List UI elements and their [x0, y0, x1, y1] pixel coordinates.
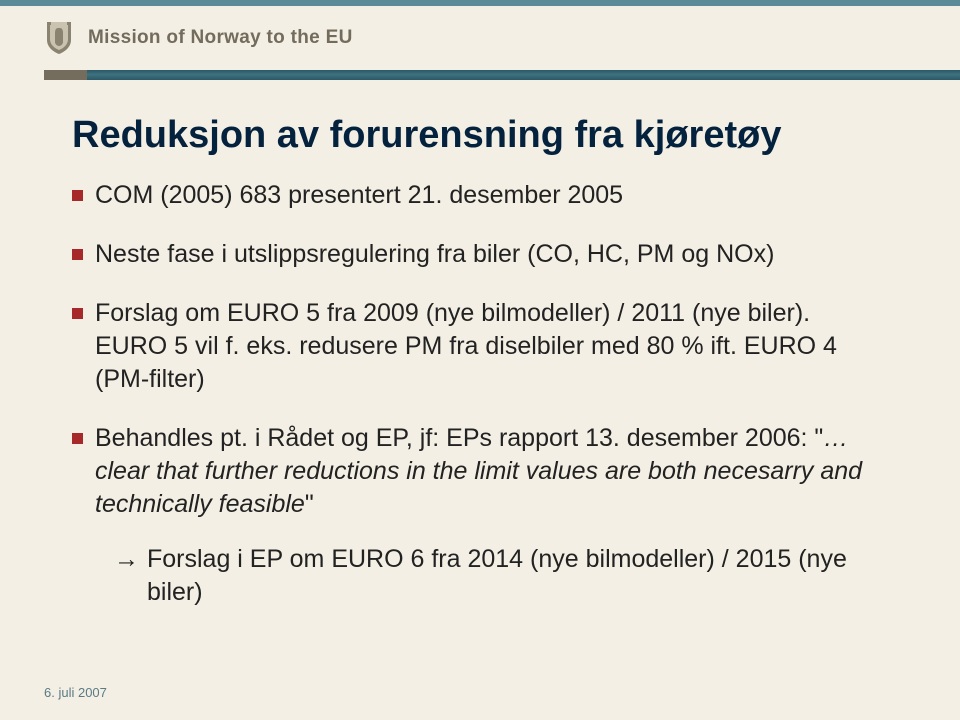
rule-right-segment	[87, 70, 960, 80]
org-name: Mission of Norway to the EU	[88, 27, 353, 49]
slide: Mission of Norway to the EU Reduksjon av…	[0, 0, 960, 720]
bullet-lead: Behandles pt. i Rådet og EP, jf: EPs rap…	[95, 424, 823, 452]
footer-date: 6. juli 2007	[44, 685, 107, 700]
bullet-text: COM (2005) 683 presentert 21. desember 2…	[95, 179, 888, 212]
arrow-line: → Forslag i EP om EURO 6 fra 2014 (nye b…	[72, 543, 888, 609]
bullet-item: COM (2005) 683 presentert 21. desember 2…	[72, 179, 888, 212]
header-rule	[44, 70, 960, 80]
bullet-text: Behandles pt. i Rådet og EP, jf: EPs rap…	[95, 422, 888, 521]
bullet-marker-icon	[72, 433, 83, 444]
bullet-item: Forslag om EURO 5 fra 2009 (nye bilmodel…	[72, 297, 888, 396]
arrow-icon: →	[114, 543, 139, 609]
page-title: Reduksjon av forurensning fra kjøretøy	[72, 114, 888, 157]
bullet-tail: "	[305, 490, 314, 518]
bullet-marker-icon	[72, 190, 83, 201]
bullet-text: Forslag om EURO 5 fra 2009 (nye bilmodel…	[95, 297, 888, 396]
content-area: Reduksjon av forurensning fra kjøretøy C…	[0, 80, 960, 609]
bullet-marker-icon	[72, 249, 83, 260]
rule-left-segment	[44, 70, 87, 80]
bullet-marker-icon	[72, 308, 83, 319]
bullet-item: Behandles pt. i Rådet og EP, jf: EPs rap…	[72, 422, 888, 521]
bullet-text: Neste fase i utslippsregulering fra bile…	[95, 238, 888, 271]
norway-crest-icon	[44, 20, 74, 56]
arrow-text: Forslag i EP om EURO 6 fra 2014 (nye bil…	[147, 543, 888, 609]
bullet-item: Neste fase i utslippsregulering fra bile…	[72, 238, 888, 271]
header: Mission of Norway to the EU	[0, 6, 960, 70]
